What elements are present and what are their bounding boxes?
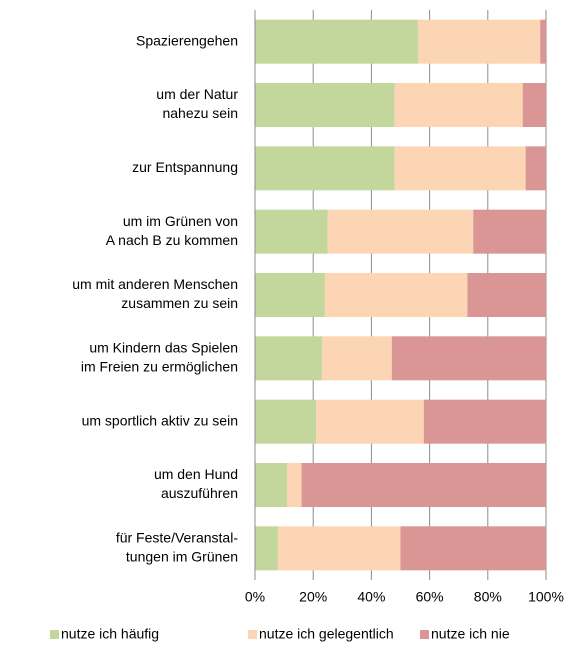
bar-segment xyxy=(255,209,328,254)
legend-swatch xyxy=(420,630,429,639)
y-tick-label: um der Natur xyxy=(156,86,238,102)
bar-segment xyxy=(400,526,546,571)
bar-segment xyxy=(287,463,302,507)
bar-segment xyxy=(255,273,325,317)
legend-label: nutze ich häufig xyxy=(61,626,159,642)
x-tick-label: 0% xyxy=(245,589,265,605)
bar-segment xyxy=(255,399,317,444)
x-tick-label: 60% xyxy=(416,589,444,605)
x-tick-label: 80% xyxy=(474,589,502,605)
bar-segment xyxy=(394,83,523,127)
y-tick-label: tungen im Grünen xyxy=(126,549,238,565)
y-tick-label: auszuführen xyxy=(161,485,238,501)
bar-segment xyxy=(255,19,418,64)
y-tick-label: im Freien zu ermöglichen xyxy=(81,359,238,375)
bar-segment xyxy=(473,209,546,254)
x-tick-label: 20% xyxy=(299,589,327,605)
bar-segment xyxy=(321,336,392,381)
bar-segment xyxy=(391,336,546,381)
y-tick-label: zusammen zu sein xyxy=(121,295,238,311)
bar-segment xyxy=(255,463,288,507)
bar-segment xyxy=(316,399,424,444)
x-tick-label: 40% xyxy=(357,589,385,605)
bar-segment xyxy=(525,146,546,191)
bar-segment xyxy=(255,526,279,571)
bar-segment xyxy=(278,526,401,571)
bar-segment xyxy=(540,19,546,64)
bar-segment xyxy=(255,83,395,127)
y-tick-label: für Feste/Veranstal- xyxy=(116,530,239,546)
legend-label: nutze ich nie xyxy=(431,626,510,642)
bar-segment xyxy=(301,463,546,507)
y-tick-label: um im Grünen von xyxy=(123,213,238,229)
y-tick-label: nahezu sein xyxy=(162,105,238,121)
bar-segment xyxy=(255,146,395,191)
y-tick-label: um Kindern das Spielen xyxy=(89,340,238,356)
bar-segment xyxy=(417,19,541,64)
bar-segment xyxy=(423,399,546,444)
y-tick-label: um mit anderen Menschen xyxy=(72,276,238,292)
legend-label: nutze ich gelegentlich xyxy=(259,626,394,642)
bar-segment xyxy=(324,273,468,317)
y-tick-label: zur Entspannung xyxy=(132,159,238,175)
y-tick-label: A nach B zu kommen xyxy=(106,232,238,248)
y-tick-label: um den Hund xyxy=(154,466,238,482)
bar-segment xyxy=(255,336,322,381)
bar-segment xyxy=(467,273,546,317)
bar-segment xyxy=(394,146,526,191)
bar-segment xyxy=(522,83,546,127)
x-tick-label: 100% xyxy=(528,589,564,605)
bar-segment xyxy=(327,209,474,254)
legend-swatch xyxy=(50,630,59,639)
legend-swatch xyxy=(248,630,257,639)
y-tick-label: Spazierengehen xyxy=(136,32,238,48)
y-tick-label: um sportlich aktiv zu sein xyxy=(82,412,238,428)
